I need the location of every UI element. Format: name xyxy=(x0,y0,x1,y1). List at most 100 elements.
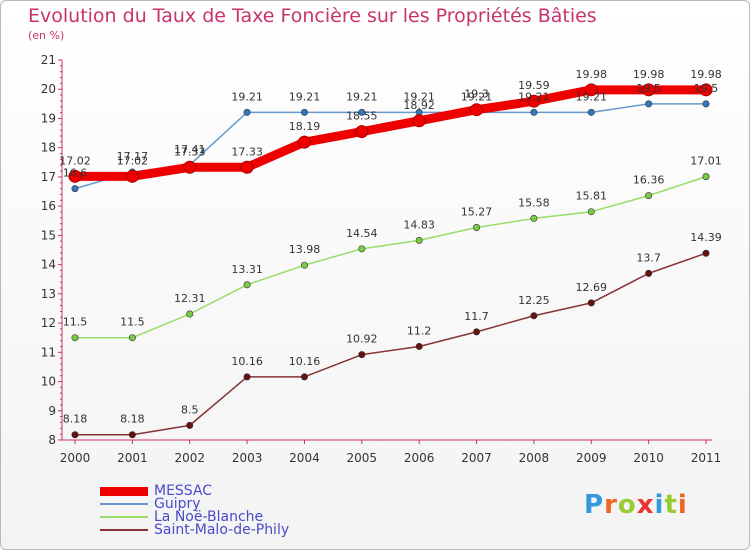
data-label-guipry: 19.21 xyxy=(346,90,378,103)
data-label-guipry: 19.21 xyxy=(231,90,263,103)
data-point-guipry xyxy=(645,100,653,108)
y-tick-label: 19 xyxy=(41,111,56,125)
data-point-saint-malo-de-phily xyxy=(473,328,481,336)
data-label-saint-malo-de-phily: 13.7 xyxy=(636,251,661,264)
logo-letter: i xyxy=(654,490,665,520)
data-point-messac xyxy=(527,94,541,108)
data-label-messac: 18.55 xyxy=(346,110,378,123)
x-tick-label: 2008 xyxy=(519,451,550,465)
data-point-messac xyxy=(125,169,139,183)
y-tick-label: 12 xyxy=(41,316,56,330)
data-label-messac: 19.98 xyxy=(690,68,722,81)
data-point-messac xyxy=(297,135,311,149)
data-label-la-noe-blanche: 13.31 xyxy=(231,263,263,276)
data-label-saint-malo-de-phily: 8.18 xyxy=(120,413,145,426)
logo-letter: x xyxy=(636,490,655,520)
data-point-la-noe-blanche xyxy=(186,310,194,318)
data-label-la-noe-blanche: 14.54 xyxy=(346,227,378,240)
data-point-messac xyxy=(240,160,254,174)
data-point-la-noe-blanche xyxy=(71,334,79,342)
x-tick-label: 2010 xyxy=(633,451,664,465)
data-point-la-noe-blanche xyxy=(702,173,710,181)
legend-label: Guipry xyxy=(154,496,201,512)
data-label-guipry: 19.21 xyxy=(461,90,493,103)
data-point-messac xyxy=(584,83,598,97)
data-label-messac: 17.02 xyxy=(59,154,91,167)
x-tick-label: 2001 xyxy=(117,451,148,465)
x-tick-label: 2007 xyxy=(461,451,492,465)
y-tick-label: 16 xyxy=(41,199,56,213)
data-label-messac: 17.33 xyxy=(174,145,206,158)
data-label-la-noe-blanche: 13.98 xyxy=(289,243,321,256)
data-label-saint-malo-de-phily: 11.7 xyxy=(464,310,489,323)
data-point-messac xyxy=(183,160,197,174)
data-label-guipry: 17.41 xyxy=(174,143,206,156)
data-point-saint-malo-de-phily xyxy=(645,269,653,277)
data-label-saint-malo-de-phily: 12.25 xyxy=(518,294,550,307)
legend-swatch xyxy=(100,503,148,505)
data-label-messac: 19.98 xyxy=(576,68,608,81)
data-point-la-noe-blanche xyxy=(243,281,251,289)
y-tick-label: 10 xyxy=(41,375,56,389)
legend-swatch xyxy=(100,529,148,531)
data-point-la-noe-blanche xyxy=(300,261,308,269)
data-point-saint-malo-de-phily xyxy=(415,342,423,350)
data-label-guipry: 17.17 xyxy=(117,150,149,163)
data-label-saint-malo-de-phily: 10.92 xyxy=(346,333,378,346)
data-point-la-noe-blanche xyxy=(645,192,653,200)
logo-letter: i xyxy=(677,490,688,520)
data-point-saint-malo-de-phily xyxy=(128,431,136,439)
data-point-saint-malo-de-phily xyxy=(530,312,538,320)
data-label-messac: 17.02 xyxy=(117,154,149,167)
legend-swatch xyxy=(100,487,148,496)
data-point-guipry xyxy=(530,108,538,116)
data-label-saint-malo-de-phily: 8.5 xyxy=(181,403,199,416)
data-label-messac: 19.59 xyxy=(518,79,550,92)
data-label-guipry: 19.5 xyxy=(694,82,719,95)
series-line-messac xyxy=(70,85,711,181)
data-point-la-noe-blanche xyxy=(587,208,595,216)
data-label-la-noe-blanche: 17.01 xyxy=(690,155,722,168)
data-label-saint-malo-de-phily: 10.16 xyxy=(231,355,263,368)
x-tick-label: 2003 xyxy=(232,451,263,465)
data-label-la-noe-blanche: 12.31 xyxy=(174,292,206,305)
data-point-la-noe-blanche xyxy=(415,236,423,244)
data-label-la-noe-blanche: 11.5 xyxy=(120,316,145,329)
axes: 8 9 10 11 12 13 14 15 16 17 18 19 20 21 2000 2001 2002 20… xyxy=(41,53,722,465)
logo-letter: P xyxy=(584,490,605,520)
data-label-la-noe-blanche: 14.83 xyxy=(403,218,435,231)
x-tick-label: 2009 xyxy=(576,451,607,465)
proxiti-logo: Proxiti xyxy=(584,490,688,520)
data-point-saint-malo-de-phily xyxy=(702,249,710,257)
logo-letter: r xyxy=(604,490,618,520)
data-label-messac: 19.98 xyxy=(633,68,665,81)
data-point-messac xyxy=(699,83,713,97)
data-point-saint-malo-de-phily xyxy=(71,431,79,439)
unit-label: (en %) xyxy=(28,29,65,42)
series-line-guipry xyxy=(74,103,707,190)
series-line-la-noe-blanche xyxy=(74,175,707,339)
data-point-messac xyxy=(355,125,369,139)
x-tick-label: 2000 xyxy=(60,451,91,465)
data-point-messac xyxy=(470,103,484,117)
data-point-la-noe-blanche xyxy=(128,334,136,342)
data-label-guipry: 19.21 xyxy=(576,90,608,103)
y-tick-label: 18 xyxy=(41,141,56,155)
data-point-saint-malo-de-phily xyxy=(186,421,194,429)
x-tick-label: 2002 xyxy=(174,451,205,465)
data-point-la-noe-blanche xyxy=(358,245,366,253)
data-label-guipry: 19.21 xyxy=(518,90,550,103)
logo-letter: o xyxy=(617,490,637,520)
data-label-la-noe-blanche: 15.58 xyxy=(518,196,550,209)
data-point-guipry xyxy=(702,100,710,108)
y-tick-label: 20 xyxy=(41,82,56,96)
series-layer xyxy=(68,83,713,439)
data-point-la-noe-blanche xyxy=(530,214,538,222)
data-point-guipry xyxy=(587,108,595,116)
data-label-guipry: 16.6 xyxy=(63,167,88,180)
data-label-saint-malo-de-phily: 12.69 xyxy=(576,281,608,294)
data-label-guipry: 19.21 xyxy=(403,90,435,103)
data-point-guipry xyxy=(71,185,79,193)
data-label-la-noe-blanche: 16.36 xyxy=(633,174,665,187)
